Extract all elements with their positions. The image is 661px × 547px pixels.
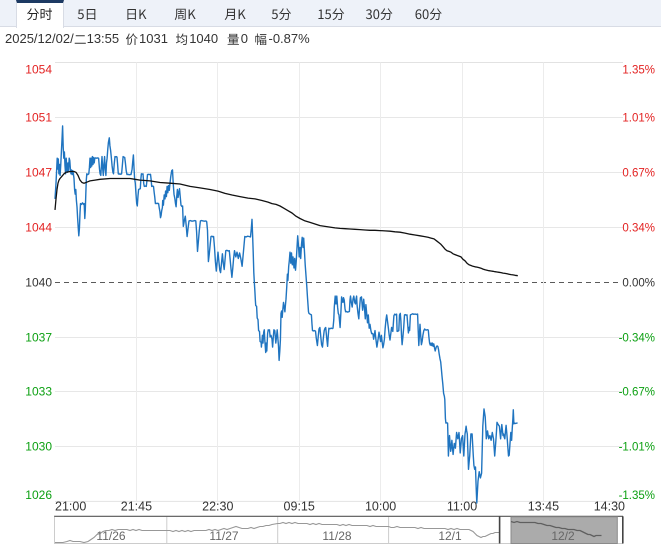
svg-text:1033: 1033 bbox=[25, 385, 52, 399]
svg-text:1.01%: 1.01% bbox=[622, 113, 655, 125]
svg-text:11/28: 11/28 bbox=[322, 529, 351, 543]
svg-text:1051: 1051 bbox=[25, 111, 52, 125]
svg-text:1030: 1030 bbox=[25, 440, 52, 454]
svg-text:21:00: 21:00 bbox=[55, 500, 86, 514]
svg-text:21:45: 21:45 bbox=[121, 500, 152, 514]
svg-text:-1.01%: -1.01% bbox=[619, 442, 655, 454]
svg-text:1.35%: 1.35% bbox=[622, 65, 655, 77]
svg-text:1026: 1026 bbox=[25, 488, 52, 502]
svg-text:1047: 1047 bbox=[25, 166, 52, 180]
svg-text:1040: 1040 bbox=[25, 276, 52, 290]
svg-text:12/2: 12/2 bbox=[551, 529, 575, 543]
svg-text:11:00: 11:00 bbox=[447, 500, 477, 514]
svg-text:09:15: 09:15 bbox=[284, 500, 315, 514]
svg-text:0.00%: 0.00% bbox=[622, 278, 655, 290]
svg-text:0.34%: 0.34% bbox=[622, 223, 655, 235]
svg-text:14:30: 14:30 bbox=[594, 500, 625, 514]
svg-text:-1.35%: -1.35% bbox=[619, 490, 655, 502]
svg-text:1037: 1037 bbox=[25, 331, 52, 345]
svg-text:11/26: 11/26 bbox=[96, 529, 125, 543]
svg-text:13:45: 13:45 bbox=[528, 500, 559, 514]
svg-text:0.67%: 0.67% bbox=[622, 168, 655, 180]
svg-text:22:30: 22:30 bbox=[202, 500, 233, 514]
svg-text:1044: 1044 bbox=[25, 221, 52, 235]
svg-text:11/27: 11/27 bbox=[209, 529, 238, 543]
svg-text:1054: 1054 bbox=[25, 63, 52, 77]
svg-text:-0.67%: -0.67% bbox=[619, 387, 655, 399]
svg-text:-0.34%: -0.34% bbox=[619, 333, 655, 345]
svg-text:12/1: 12/1 bbox=[438, 529, 462, 543]
svg-text:10:00: 10:00 bbox=[365, 500, 396, 514]
